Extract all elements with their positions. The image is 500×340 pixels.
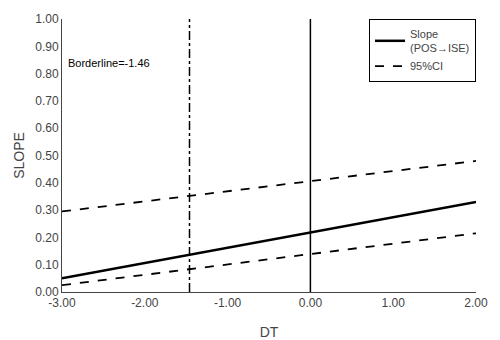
svg-text:Slope(POS→ISE): Slope(POS→ISE) <box>410 28 469 54</box>
svg-text:95%CI: 95%CI <box>410 60 443 72</box>
svg-text:0.30: 0.30 <box>35 203 59 217</box>
svg-text:1.00: 1.00 <box>382 296 406 310</box>
svg-text:0.20: 0.20 <box>35 231 59 245</box>
svg-text:2.00: 2.00 <box>464 296 488 310</box>
svg-text:-1.00: -1.00 <box>214 296 242 310</box>
svg-text:0.00: 0.00 <box>35 285 59 299</box>
svg-text:-2.00: -2.00 <box>131 296 159 310</box>
svg-text:Borderline=-1.46: Borderline=-1.46 <box>68 57 150 69</box>
svg-text:0.60: 0.60 <box>35 121 59 135</box>
svg-text:0.70: 0.70 <box>35 94 59 108</box>
svg-text:0.90: 0.90 <box>35 40 59 54</box>
svg-text:0.10: 0.10 <box>35 258 59 272</box>
svg-text:0.50: 0.50 <box>35 149 59 163</box>
svg-text:1.00: 1.00 <box>35 12 59 26</box>
svg-text:-3.00: -3.00 <box>48 296 76 310</box>
svg-text:SLOPE: SLOPE <box>11 132 27 179</box>
svg-text:0.00: 0.00 <box>299 296 323 310</box>
svg-text:0.40: 0.40 <box>35 176 59 190</box>
svg-text:DT: DT <box>260 324 279 340</box>
svg-text:0.80: 0.80 <box>35 67 59 81</box>
